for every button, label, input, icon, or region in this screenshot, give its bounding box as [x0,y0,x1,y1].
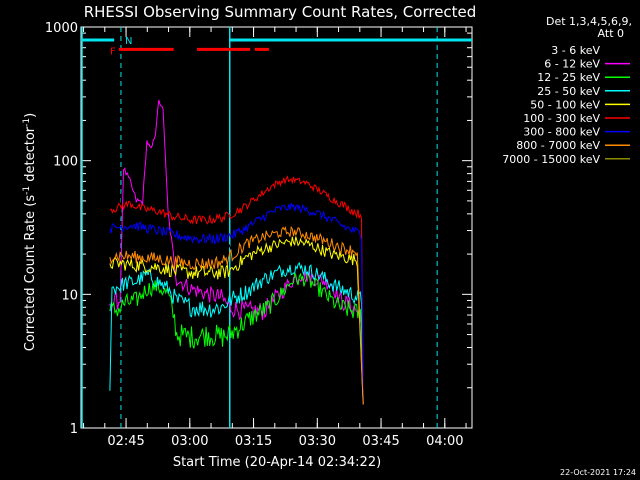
x-tick-label: 02:45 [107,434,144,449]
orbit-markers: FN [81,27,472,428]
x-tick-label: 03:15 [235,434,272,449]
x-tick-label: 03:00 [171,434,208,449]
x-tick-label: 04:00 [426,434,463,449]
y-tick-label: 1 [70,422,78,437]
series-line [109,99,364,405]
legend-entry-label: 800 - 7000 keV [516,139,600,152]
legend-header: Det 1,3,4,5,6,9, [546,15,632,28]
legend-entry-label: 300 - 800 keV [523,126,600,139]
series-line [109,225,364,405]
legend-entry-label: 50 - 100 keV [530,98,600,111]
x-axis-label: Start Time (20-Apr-14 02:34:22) [173,455,381,470]
legend-attenuator: Att 0 [598,27,624,40]
plot-border [80,26,473,429]
x-tick-label: 03:30 [299,434,336,449]
plot-frame [80,26,473,429]
y-axis: 1 10 100 1000 [45,21,472,437]
legend-entry-label: 6 - 12 keV [544,58,600,71]
night-marker-label: N [125,36,132,47]
series-line [109,202,364,405]
series-line [109,270,364,405]
series-line [109,175,364,405]
y-tick-label: 1000 [45,21,78,36]
y-tick-label: 100 [53,155,78,170]
series-line [109,261,364,405]
flare-marker-label: F [110,46,116,57]
chart-title: RHESSI Observing Summary Count Rates, Co… [84,3,477,21]
y-tick-label: 10 [61,288,78,303]
y-axis-label: Corrected Count Rate (s-1 detector-1) [22,113,38,351]
footer-date: 22-Oct-2021 17:24 [560,468,636,477]
series-line [109,154,364,405]
x-tick-label: 03:45 [362,434,399,449]
series-line [109,236,364,405]
x-axis: 02:45 03:00 03:15 03:30 03:45 04:00 [83,27,467,449]
series-group [109,99,364,405]
legend-entry-label: 25 - 50 keV [537,85,600,98]
legend-entry-label: 12 - 25 keV [537,71,600,84]
legend-entry-label: 7000 - 15000 keV [502,153,600,166]
legend-entry-label: 100 - 300 keV [523,112,600,125]
legend-entry-label: 3 - 6 keV [551,44,600,57]
